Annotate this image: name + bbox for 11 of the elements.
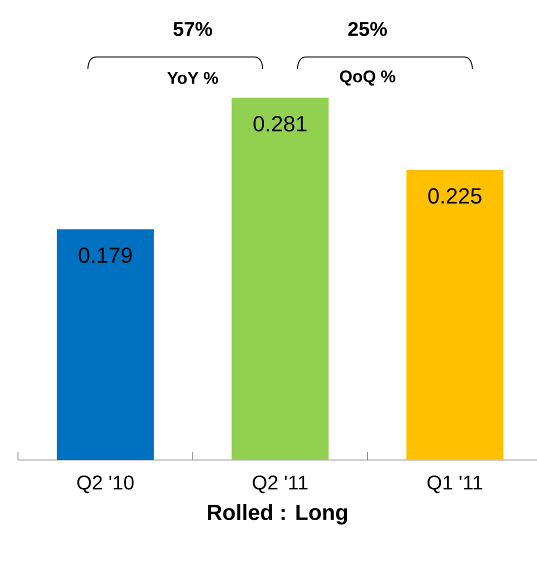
x-tick-label: Q1 '11 [428, 476, 482, 494]
text: YoY % [167, 72, 218, 84]
x-axis-title: Rolled : Long [208, 504, 348, 525]
data-label: 0.225 [428, 188, 482, 204]
text: QoQ % [340, 70, 396, 86]
text: 57% [173, 22, 212, 36]
data-label: 0.281 [254, 116, 306, 132]
x-tick-label: Q2 '11 [252, 476, 308, 494]
text: 25% [348, 22, 387, 36]
data-label: 0.179 [78, 247, 132, 263]
x-tick-label: Q2 '10 [77, 476, 134, 494]
